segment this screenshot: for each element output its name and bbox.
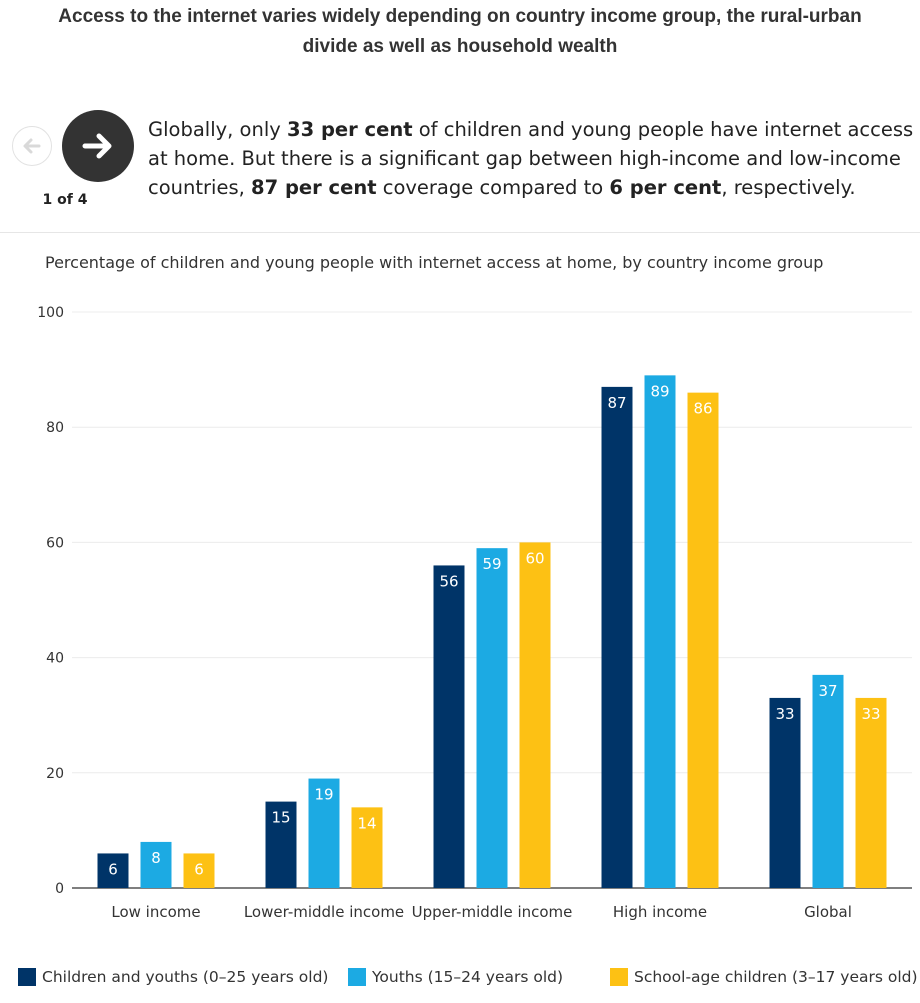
bar <box>140 841 172 888</box>
data-label: 60 <box>525 549 544 567</box>
data-label: 87 <box>607 394 626 412</box>
y-tick-label: 80 <box>46 420 64 436</box>
bar <box>265 801 297 888</box>
bar <box>644 375 676 888</box>
bar <box>183 853 215 888</box>
step-text-run: coverage compared to <box>376 176 610 199</box>
step-text-highlight: 6 per cent <box>609 176 722 199</box>
next-step-button[interactable] <box>62 110 134 182</box>
step-text-highlight: 87 per cent <box>251 176 377 199</box>
step-text-run: of children and young people have intern… <box>148 118 914 199</box>
data-label: 15 <box>271 809 290 827</box>
step-description: Globally, only 33 per cent of children a… <box>148 115 918 202</box>
y-tick-label: 0 <box>55 881 64 897</box>
section-divider <box>0 232 920 233</box>
legend-swatch <box>18 968 36 986</box>
arrow-left-icon <box>23 138 41 154</box>
bar <box>855 697 887 888</box>
bar <box>812 674 844 888</box>
step-text-run: , respectively. <box>721 176 856 199</box>
x-tick-label: Low income <box>111 903 200 921</box>
chart-title: Percentage of children and young people … <box>45 253 824 272</box>
bar <box>97 853 129 888</box>
bar <box>769 697 801 888</box>
arrow-right-icon <box>82 133 112 159</box>
y-tick-label: 60 <box>46 535 64 551</box>
x-tick-label: Global <box>804 903 852 921</box>
bar <box>601 386 633 888</box>
data-label: 8 <box>151 849 161 867</box>
legend-item: School-age children (3–17 years old) <box>610 968 918 986</box>
y-tick-label: 100 <box>37 305 64 321</box>
data-label: 14 <box>357 814 376 832</box>
legend-swatch <box>610 968 628 986</box>
legend-item: Youths (15–24 years old) <box>348 968 563 986</box>
data-label: 86 <box>693 400 712 418</box>
bar <box>519 542 551 888</box>
step-text-run: Globally, only <box>148 118 288 141</box>
data-label: 6 <box>194 860 204 878</box>
x-tick-label: Upper-middle income <box>412 903 573 921</box>
bar <box>433 565 465 888</box>
chart-legend: Children and youths (0–25 years old) Yout… <box>18 968 918 996</box>
headline-line-1: Access to the internet varies widely dep… <box>58 6 862 27</box>
legend-label: School-age children (3–17 years old) <box>634 968 918 986</box>
legend-item: Children and youths (0–25 years old) <box>18 968 328 986</box>
data-label: 33 <box>861 705 880 723</box>
legend-swatch <box>348 968 366 986</box>
step-pager: 1 of 4 <box>42 192 88 208</box>
data-label: 56 <box>439 572 458 590</box>
data-label: 59 <box>482 555 501 573</box>
bar <box>476 548 508 888</box>
data-label: 37 <box>818 682 837 700</box>
y-tick-label: 20 <box>46 766 64 782</box>
chart-headline: Access to the internet varies widely dep… <box>0 2 920 62</box>
bar <box>308 778 340 888</box>
legend-label: Children and youths (0–25 years old) <box>42 968 329 986</box>
legend-label: Youths (15–24 years old) <box>372 968 564 986</box>
previous-step-button[interactable] <box>12 126 52 166</box>
data-label: 89 <box>650 382 669 400</box>
step-text-highlight: 33 per cent <box>287 118 413 141</box>
bar <box>351 807 383 888</box>
data-label: 19 <box>314 786 333 804</box>
data-label: 6 <box>108 860 118 878</box>
x-tick-label: High income <box>613 903 707 921</box>
bar <box>687 392 719 888</box>
headline-line-2: divide as well as household wealth <box>302 36 618 57</box>
data-label: 33 <box>775 705 794 723</box>
y-tick-label: 40 <box>46 651 64 667</box>
x-tick-label: Lower-middle income <box>244 903 404 921</box>
